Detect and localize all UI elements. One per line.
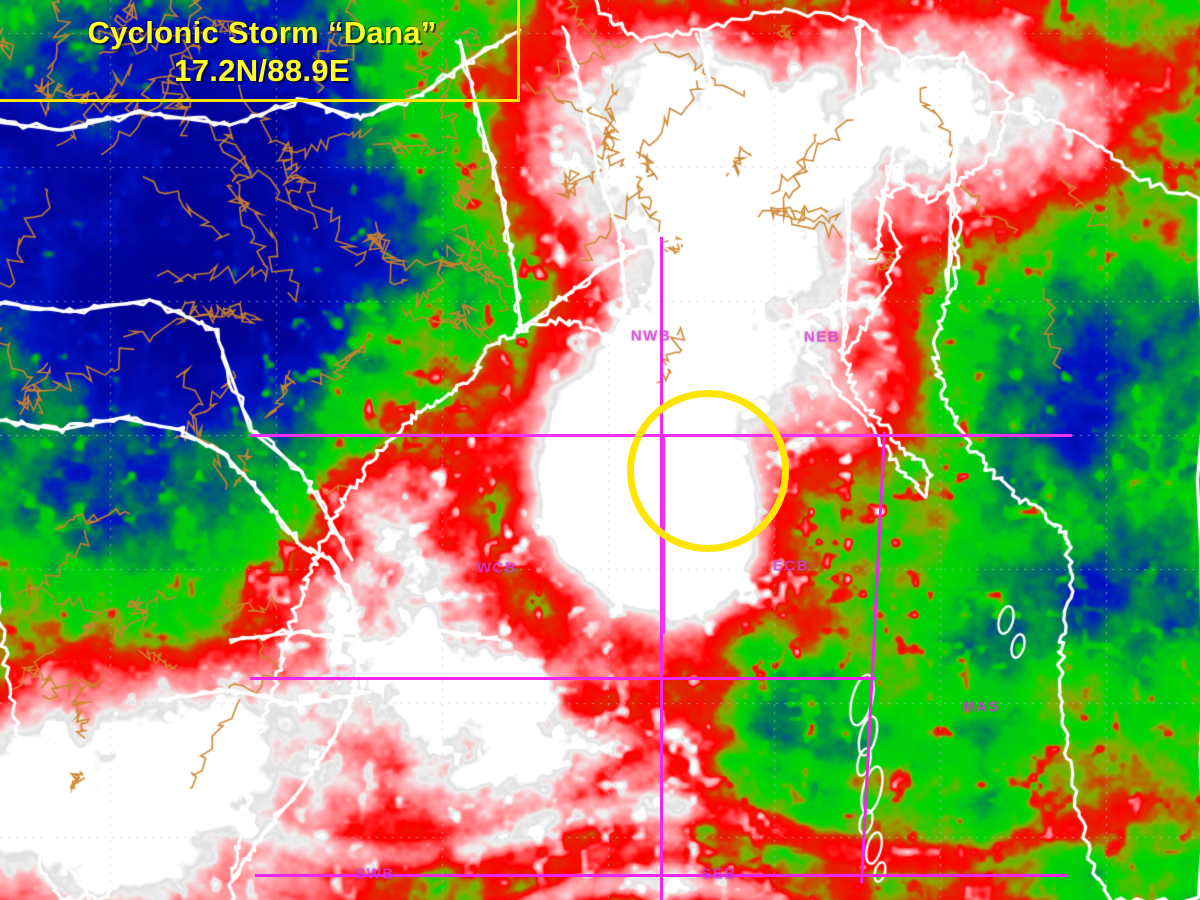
quadrant-label-wcb: WCB [476, 559, 518, 577]
quadrant-label-nwb: NWB [630, 327, 672, 345]
quadrant-label-neb: NEB [803, 328, 841, 346]
grid-line-horizontal-center [250, 677, 876, 680]
storm-name-label: Cyclonic Storm “Dana” [87, 14, 437, 50]
storm-title-annotation: Cyclonic Storm “Dana” 17.2N/88.9E [0, 0, 524, 104]
quadrant-label-ecb: ECB [772, 557, 810, 575]
storm-center-circle-marker [627, 390, 789, 552]
quadrant-label-mas: MAS [962, 698, 1000, 716]
quadrant-label-seb: SEB [701, 865, 737, 883]
storm-coordinates-label: 17.2N/88.9E [174, 52, 350, 88]
grid-line-vertical-east [860, 431, 886, 884]
quadrant-label-swb: SWB [355, 865, 395, 883]
